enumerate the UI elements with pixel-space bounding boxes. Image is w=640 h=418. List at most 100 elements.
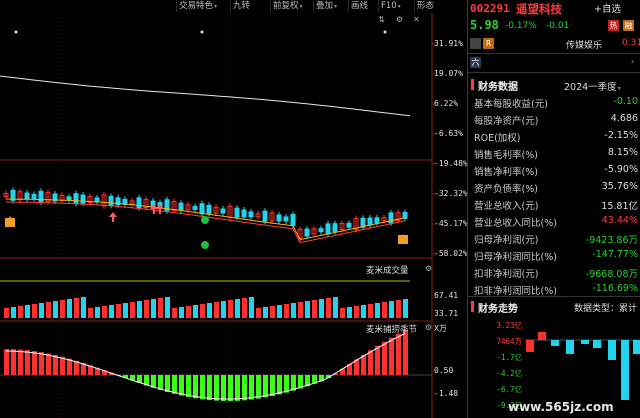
fin-label: 扣非净利润同比(%) [474, 286, 557, 297]
volume-scale-label: 33.71 [434, 309, 459, 318]
chevron-down-icon: ▾ [617, 85, 621, 92]
margin-badge[interactable]: 融 [623, 20, 634, 31]
kline-chart-svg[interactable] [0, 13, 466, 418]
toolbar-forward-adjust[interactable]: 前复权▾ [270, 0, 305, 12]
fin-value: 35.76% [601, 181, 638, 192]
candle-body [143, 198, 149, 208]
indicator-bar [88, 365, 93, 375]
indicator-panel-title: 麦米捕捞季节 [366, 325, 418, 335]
pct-label: -45.17% [434, 219, 468, 228]
stock-code: 002291 [470, 2, 510, 15]
sector-change: 0.31 [622, 38, 640, 48]
fin-row: 销售毛利率(%) 8.15% [474, 145, 638, 162]
volume-unit: X万 [434, 324, 447, 333]
add-watchlist-button[interactable]: +自选 [594, 4, 621, 15]
fin-row: 销售净利率(%) -5.90% [474, 162, 638, 179]
fin-row: 归母净利润(元) -9423.86万 [474, 230, 638, 247]
indicator-bar [95, 367, 100, 375]
candle-body [206, 204, 212, 214]
sector-name[interactable]: 传媒娱乐 [566, 41, 603, 51]
candle-body [24, 192, 30, 200]
candle-body [311, 228, 317, 235]
indicator-bar [214, 375, 219, 401]
indicator-bar [249, 375, 254, 400]
candle-body [10, 189, 16, 201]
indicator-bar [18, 349, 23, 375]
zoom-icon[interactable]: ⇅ [378, 15, 385, 24]
candle-body [80, 194, 86, 204]
stock-name[interactable]: 遥望科技 [516, 2, 562, 16]
indicator-bar [200, 375, 205, 400]
toolbar-overlay[interactable]: 叠加▾ [313, 0, 339, 12]
toolbar-forward-adjust-label: 前复权 [273, 1, 299, 11]
volume-bar [396, 300, 401, 318]
candle-body [374, 217, 380, 224]
indicator-bar [53, 355, 58, 375]
indicator-bars [0, 329, 432, 401]
indicator-bar [263, 375, 268, 398]
chevron-right-icon[interactable]: › [630, 57, 635, 66]
chevron-down-icon: ▾ [397, 3, 401, 10]
indicator-bar [158, 375, 163, 390]
buy-arrow-icon [109, 212, 117, 222]
divider [468, 72, 640, 73]
gear-icon[interactable]: ⚙ [424, 264, 433, 273]
candle-body [164, 199, 170, 212]
pct-label: -32.32% [434, 189, 468, 198]
toolbar-f10[interactable]: F10▾ [378, 0, 403, 12]
indicator-bar [305, 375, 310, 387]
top-dot [383, 30, 387, 34]
data-type-select[interactable]: 数据类型：累计 [574, 304, 638, 314]
volume-bar [375, 303, 380, 318]
fin-value: -147.77% [592, 249, 638, 260]
trend-y-label: -6.7亿 [496, 385, 522, 394]
volume-bar [74, 298, 79, 318]
volume-bar [298, 302, 303, 318]
candle-body [136, 197, 142, 209]
kline-chart-area[interactable]: ⇅ ⚙ ✕ 31.91% 19.07% 6.22% -6.63% -19.48%… [0, 13, 468, 418]
toolbar-f10-label: F10 [381, 1, 397, 11]
toolbar-draw-line[interactable]: 画线 [348, 0, 370, 12]
trend-y-label: 3.23亿 [496, 321, 522, 330]
divider [468, 53, 640, 54]
indicator-bar [109, 372, 114, 375]
volume-bar [333, 297, 338, 318]
toolbar-draw-line-label: 画线 [351, 1, 369, 11]
toolbar-nine-turn[interactable]: 九转 [230, 0, 252, 12]
fin-value: -5.90% [604, 164, 638, 175]
indicator-bar [193, 375, 198, 399]
financials-title: 财务数据 [478, 82, 518, 93]
volume-bars [0, 280, 410, 318]
trend-y-label: -1.7亿 [496, 353, 522, 362]
fin-value: -9668.08万 [585, 269, 638, 280]
six-tab[interactable]: 六 [470, 57, 481, 68]
candle-body [332, 223, 338, 233]
period-select[interactable]: 2024一季度▾ [564, 79, 621, 93]
trend-bar [538, 332, 546, 340]
volume-bar [207, 303, 212, 318]
volume-bar [228, 300, 233, 318]
watermark-text: www.565jz.com [508, 400, 614, 414]
candle-body [255, 213, 261, 218]
r-badge[interactable]: R [483, 38, 494, 49]
settings-icon[interactable]: ⚙ [395, 15, 404, 24]
close-icon[interactable]: ✕ [413, 15, 420, 24]
toolbar-pattern[interactable]: 形态 [414, 0, 436, 12]
trend-y-label: 7464万 [496, 337, 522, 346]
volume-bar [305, 301, 310, 318]
volume-bar [263, 307, 268, 318]
volume-bar [347, 307, 352, 318]
toolbar-trading-features[interactable]: 交易特色▾ [176, 0, 219, 12]
fin-row: 资产负债率(%) 35.76% [474, 179, 638, 196]
candle-body [269, 212, 275, 222]
hot-badge[interactable]: 热 [608, 20, 619, 31]
fin-label: 每股净资产(元) [474, 116, 539, 127]
indicator-bar [270, 375, 275, 397]
fin-label: 营业总收入(元) [474, 201, 539, 212]
trend-bar [593, 340, 601, 348]
gear-icon[interactable]: ⚙ [424, 323, 433, 332]
volume-bar [4, 308, 9, 318]
indicator-bar [137, 375, 142, 384]
indicator-bar [396, 333, 401, 375]
indicator-line [5, 333, 406, 400]
